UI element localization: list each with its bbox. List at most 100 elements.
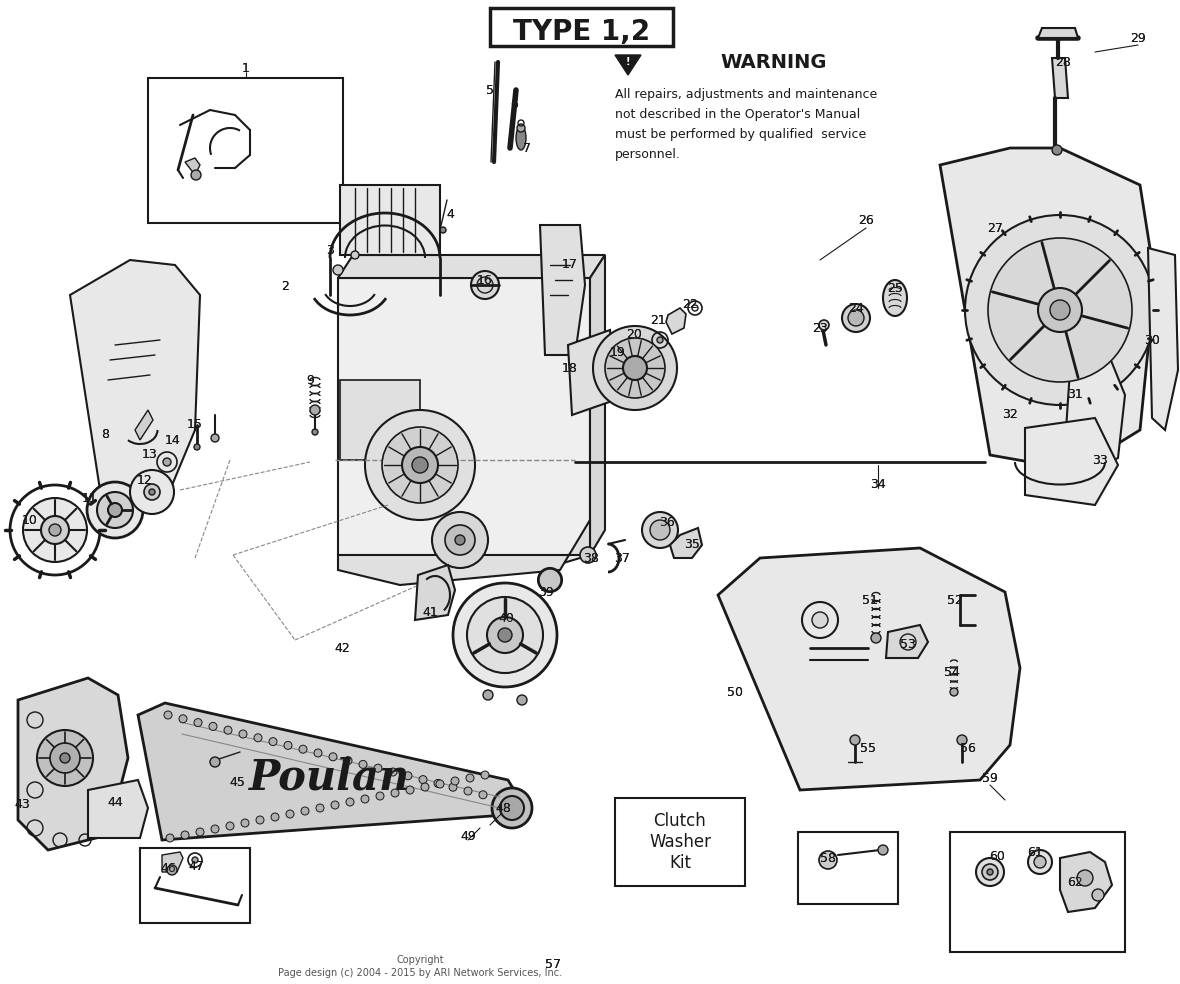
Text: 2: 2 [281, 280, 289, 293]
Text: 13: 13 [142, 449, 158, 461]
Circle shape [365, 410, 476, 520]
Text: 45: 45 [229, 775, 245, 788]
Text: 25: 25 [887, 281, 903, 294]
Text: 38: 38 [583, 551, 599, 565]
Circle shape [950, 688, 958, 696]
Circle shape [466, 774, 474, 782]
Bar [950, 832, 1125, 952]
Text: 4: 4 [446, 209, 454, 221]
Text: 43: 43 [14, 798, 30, 812]
Circle shape [965, 215, 1155, 405]
Circle shape [130, 470, 173, 514]
Polygon shape [1025, 418, 1117, 505]
Circle shape [487, 617, 523, 653]
Circle shape [97, 492, 133, 528]
Text: 5: 5 [486, 84, 494, 96]
Text: TYPE 1,2: TYPE 1,2 [513, 18, 650, 46]
Circle shape [109, 503, 122, 517]
Text: 9: 9 [306, 374, 314, 387]
Polygon shape [415, 565, 455, 620]
Text: 36: 36 [660, 517, 675, 529]
Circle shape [957, 735, 966, 745]
Text: 47: 47 [188, 859, 204, 873]
Text: 30: 30 [1145, 334, 1160, 346]
Text: 18: 18 [562, 361, 578, 375]
Text: 15: 15 [188, 418, 203, 432]
Circle shape [286, 810, 294, 818]
Circle shape [227, 822, 234, 830]
Text: 8: 8 [101, 428, 109, 442]
Text: 55: 55 [860, 742, 876, 755]
Circle shape [179, 714, 186, 723]
Bar [140, 848, 250, 923]
Circle shape [333, 265, 343, 275]
Circle shape [144, 484, 160, 500]
Text: 12: 12 [137, 473, 153, 486]
Text: 59: 59 [982, 771, 998, 784]
Circle shape [209, 722, 217, 730]
Text: Clutch
Washer
Kit: Clutch Washer Kit [649, 812, 712, 872]
Text: 53: 53 [900, 639, 916, 651]
Circle shape [210, 757, 219, 767]
Circle shape [812, 612, 828, 628]
Text: 11: 11 [83, 491, 98, 505]
Text: 12: 12 [137, 473, 153, 486]
Circle shape [389, 768, 396, 776]
Polygon shape [1066, 358, 1125, 475]
Text: 6: 6 [510, 98, 518, 111]
Circle shape [412, 457, 428, 473]
Circle shape [194, 718, 202, 726]
Circle shape [9, 485, 100, 575]
Polygon shape [337, 255, 605, 278]
Text: 62: 62 [1067, 876, 1083, 889]
Text: 23: 23 [812, 322, 828, 335]
Text: 15: 15 [188, 418, 203, 432]
Text: personnel.: personnel. [615, 148, 681, 161]
Text: 46: 46 [160, 862, 176, 875]
Text: 34: 34 [870, 478, 886, 491]
Text: 27: 27 [986, 221, 1003, 234]
Circle shape [37, 730, 93, 786]
Circle shape [391, 789, 399, 797]
Circle shape [192, 857, 198, 863]
Text: 41: 41 [422, 606, 438, 620]
Circle shape [464, 787, 472, 795]
Text: 31: 31 [1067, 389, 1083, 401]
Circle shape [1050, 300, 1070, 320]
Text: 11: 11 [83, 491, 98, 505]
Circle shape [419, 775, 427, 783]
Circle shape [60, 753, 70, 763]
Circle shape [581, 547, 596, 563]
Circle shape [181, 831, 189, 839]
Polygon shape [340, 185, 440, 255]
Circle shape [605, 338, 666, 398]
Circle shape [450, 783, 457, 791]
Circle shape [316, 804, 324, 812]
Text: 49: 49 [460, 830, 476, 842]
Text: 56: 56 [961, 742, 976, 755]
Circle shape [988, 238, 1132, 382]
Text: Copyright: Copyright [396, 955, 444, 965]
Text: 45: 45 [229, 775, 245, 788]
Text: 48: 48 [496, 802, 511, 815]
Text: 30: 30 [1145, 334, 1160, 346]
Circle shape [492, 788, 532, 828]
Polygon shape [1053, 58, 1068, 98]
Circle shape [224, 726, 232, 734]
Circle shape [254, 734, 262, 742]
Ellipse shape [883, 280, 907, 316]
Circle shape [191, 170, 201, 180]
Text: 43: 43 [14, 798, 30, 812]
Text: 37: 37 [614, 551, 630, 565]
Circle shape [878, 845, 889, 855]
Circle shape [432, 512, 489, 568]
Text: 10: 10 [22, 514, 38, 526]
Text: 53: 53 [900, 639, 916, 651]
Text: 47: 47 [188, 859, 204, 873]
Text: 10: 10 [22, 514, 38, 526]
Text: 49: 49 [460, 830, 476, 842]
Circle shape [657, 337, 663, 343]
Text: 24: 24 [848, 301, 864, 315]
Circle shape [1038, 288, 1082, 332]
Circle shape [1053, 145, 1062, 155]
